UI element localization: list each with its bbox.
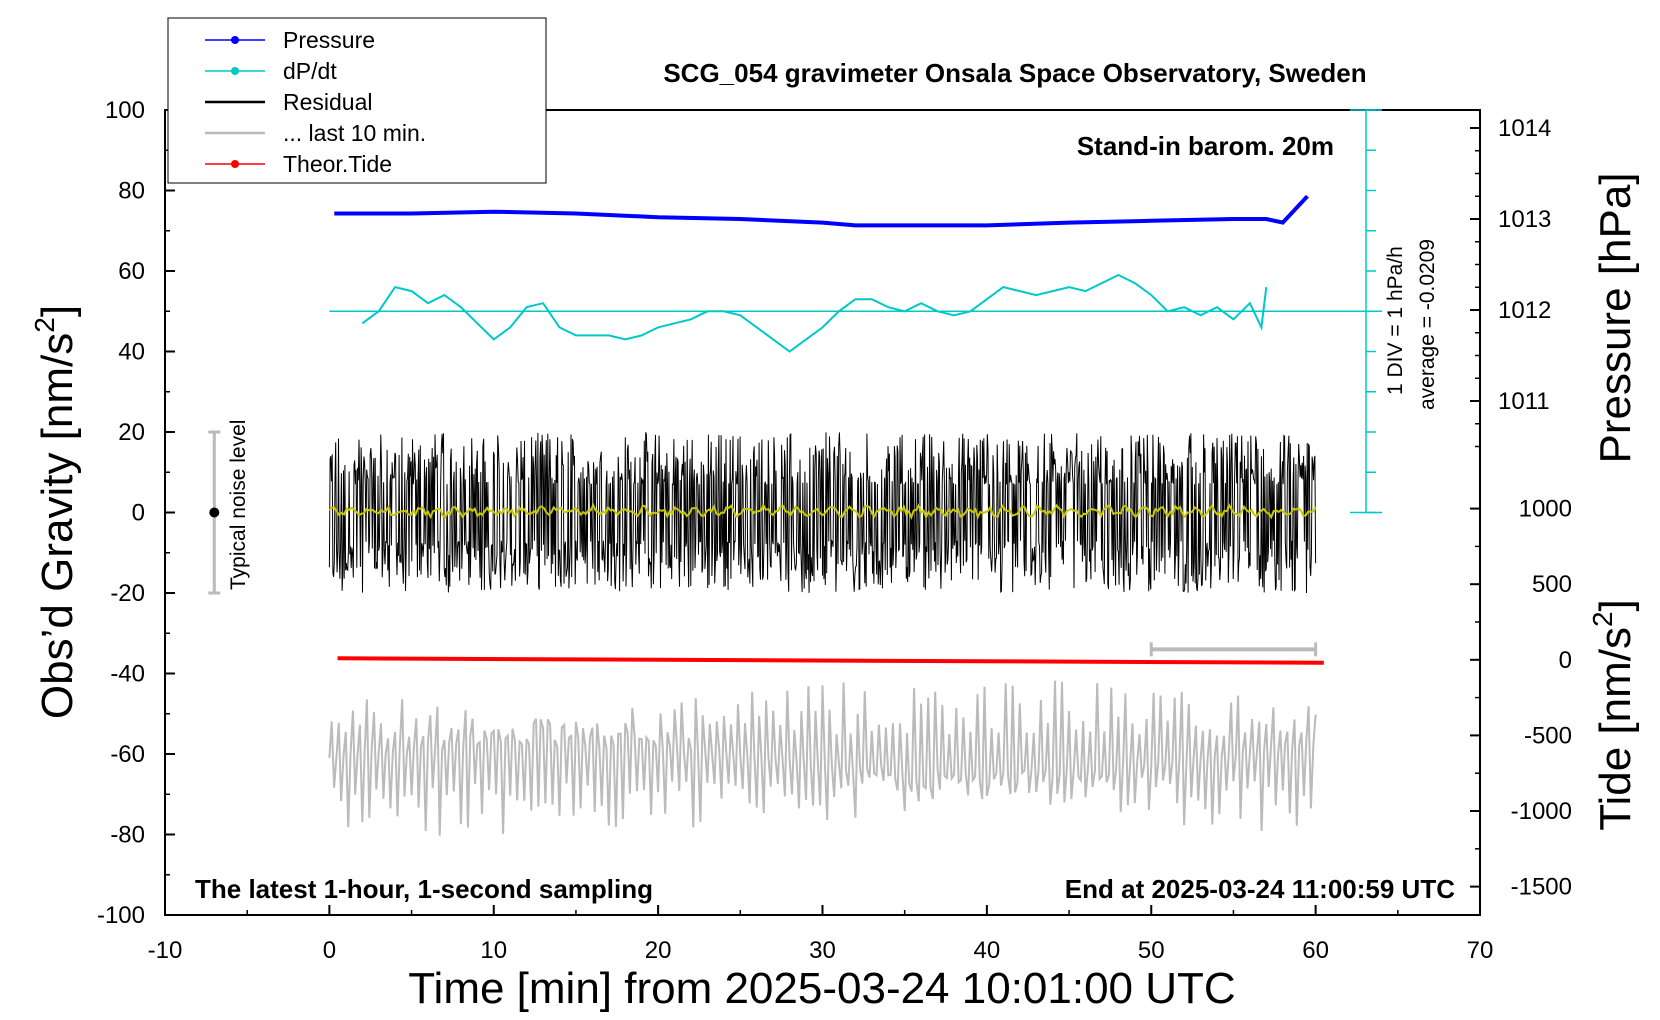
x-tick-labels: -10 0 10 20 30 40 50 60 70	[148, 937, 1494, 964]
barometer-annotation: Stand-in barom. 20m	[1077, 131, 1334, 161]
y-tick-label: -80	[110, 822, 145, 849]
tide-axis-label: Tide [nm/s2]	[1587, 599, 1640, 831]
pressure-tick-label: 1011	[1498, 388, 1550, 415]
series-layer	[328, 194, 1382, 836]
pressure-tick-labels: 1011 1012 1013 1014	[1498, 115, 1551, 415]
series-residual-smoothed	[328, 502, 1317, 520]
legend-marker	[231, 67, 239, 75]
dpdt-division-scale	[1350, 109, 1382, 514]
x-tick-label: 70	[1467, 937, 1494, 964]
y-tick-label: 20	[118, 419, 145, 446]
pressure-tick-label: 1013	[1498, 206, 1551, 233]
legend-items: Pressure dP/dt Residual ... last 10 min. The…	[205, 27, 426, 177]
div-annotation: 1 DIV = 1 hPa/h	[1384, 246, 1407, 395]
legend-label: Pressure	[283, 27, 375, 53]
legend-label: ... last 10 min.	[283, 120, 426, 146]
bottom-right-annotation: End at 2025-03-24 11:00:59 UTC	[1065, 874, 1455, 904]
series-theor-tide	[337, 656, 1324, 665]
bottom-left-annotation: The latest 1-hour, 1-second sampling	[195, 874, 653, 904]
tide-tick-label: 1000	[1519, 496, 1572, 523]
y-tick-label: -40	[110, 661, 145, 688]
tide-tick-label: -500	[1524, 722, 1572, 749]
y-tick-label: -100	[97, 902, 145, 929]
tide-tick-label: -1500	[1511, 874, 1572, 901]
y-tick-label: -20	[110, 580, 145, 607]
pressure-tick-label: 1014	[1498, 115, 1551, 142]
x-tick-label: 30	[809, 937, 836, 964]
y-tick-label: 80	[118, 178, 145, 205]
y-tick-labels: -100 -80 -60 -40 -20 0 20 40 60 80 100	[97, 97, 145, 929]
y-tick-label: 100	[105, 97, 145, 124]
y-tick-label: -60	[110, 741, 145, 768]
legend-marker	[231, 160, 239, 168]
noise-level-label: Typical noise level	[227, 420, 250, 590]
y-axis-label: Obs’d Gravity [nm/s2]	[29, 305, 82, 719]
x-tick-label: 0	[323, 937, 336, 964]
tide-tick-label: -1000	[1511, 798, 1572, 825]
axis-ticks	[164, 109, 1481, 916]
x-tick-label: 20	[645, 937, 672, 964]
x-tick-label: 10	[480, 937, 507, 964]
noise-bar-center-dot	[209, 507, 220, 518]
x-tick-label: 40	[974, 937, 1001, 964]
legend-label: dP/dt	[283, 58, 337, 84]
pressure-axis-label: Pressure [hPa]	[1591, 172, 1640, 463]
tide-tick-label: 0	[1559, 647, 1572, 674]
legend-marker	[231, 36, 239, 44]
y-tick-label: 60	[118, 258, 145, 285]
residual-trace	[328, 432, 1317, 594]
series-residual	[328, 432, 1317, 594]
average-annotation: average = -0.0209	[1416, 239, 1439, 410]
x-tick-label: 50	[1138, 937, 1165, 964]
legend-label: Residual	[283, 89, 373, 115]
x-tick-label: 60	[1302, 937, 1329, 964]
x-tick-label: -10	[148, 937, 183, 964]
chart-title: SCG_054 gravimeter Onsala Space Observat…	[663, 58, 1366, 88]
y-tick-label: 0	[132, 500, 145, 527]
tide-tick-label: 500	[1532, 571, 1572, 598]
x-axis-label: Time [min] from 2025-03-24 10:01:00 UTC	[408, 964, 1235, 1013]
pressure-tick-label: 1012	[1498, 297, 1551, 324]
y-tick-label: 40	[118, 339, 145, 366]
noise-level-bar	[208, 430, 221, 595]
series-pressure	[334, 194, 1309, 228]
tide-tick-labels: -1500 -1000 -500 0 500 1000	[1511, 496, 1572, 901]
series-last-10-min	[328, 680, 1317, 836]
legend-label: Theor.Tide	[283, 151, 392, 177]
legend: Pressure dP/dt Residual ... last 10 min. The…	[167, 17, 547, 184]
series-dpdt	[361, 273, 1268, 353]
legend-box	[167, 17, 547, 184]
